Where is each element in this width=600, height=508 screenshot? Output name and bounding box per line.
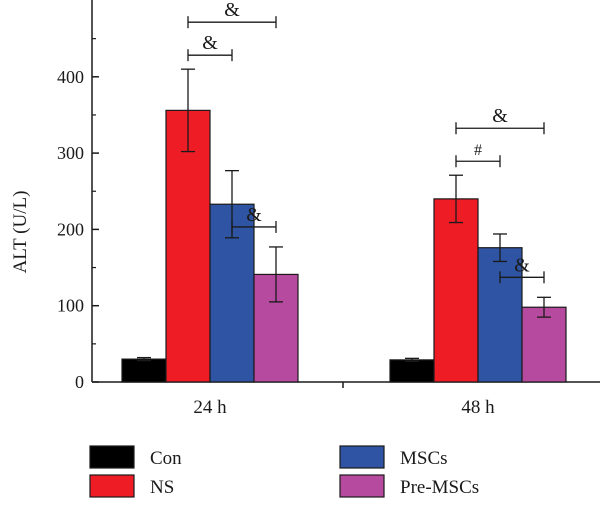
legend-label: NS bbox=[150, 477, 174, 498]
x-tick-label: 24 h bbox=[193, 397, 227, 418]
bar-con-0 bbox=[121, 358, 167, 383]
bar-con-1 bbox=[389, 359, 435, 383]
significance-label: & bbox=[224, 0, 240, 21]
y-tick-label: 400 bbox=[57, 67, 84, 87]
legend: Con NS MSCs Pre-MSCs bbox=[89, 445, 479, 498]
legend-label: Con bbox=[150, 448, 182, 469]
x-axis-labels: 24 h 48 h bbox=[193, 397, 495, 418]
significance-label: & bbox=[514, 254, 530, 276]
bar-pre-mscs-1 bbox=[521, 306, 567, 383]
significance-label: & bbox=[492, 105, 508, 127]
significance-label: & bbox=[246, 204, 262, 226]
legend-swatch-con bbox=[89, 445, 135, 469]
y-tick-label: 200 bbox=[57, 219, 84, 239]
legend-label: MSCs bbox=[400, 448, 448, 469]
y-axis-ticks: 0 100 200 300 400 bbox=[57, 38, 99, 392]
bars-layer bbox=[121, 68, 567, 383]
bar-ns-1 bbox=[433, 198, 479, 383]
y-tick-label: 300 bbox=[57, 143, 84, 163]
bar-ns-0 bbox=[165, 109, 211, 383]
y-axis-title: ALT (U/L) bbox=[10, 191, 31, 274]
significance-label: & bbox=[202, 32, 218, 54]
significance-label: # bbox=[474, 142, 482, 159]
legend-swatch-pre-mscs bbox=[339, 474, 385, 498]
legend-swatch-ns bbox=[89, 474, 135, 498]
significance-brackets: &&&&#& bbox=[187, 0, 545, 284]
legend-swatch-mscs bbox=[339, 445, 385, 469]
y-tick-label: 100 bbox=[57, 296, 84, 316]
legend-label: Pre-MSCs bbox=[400, 477, 479, 498]
x-tick-label: 48 h bbox=[461, 397, 495, 418]
y-tick-label: 0 bbox=[75, 372, 84, 392]
